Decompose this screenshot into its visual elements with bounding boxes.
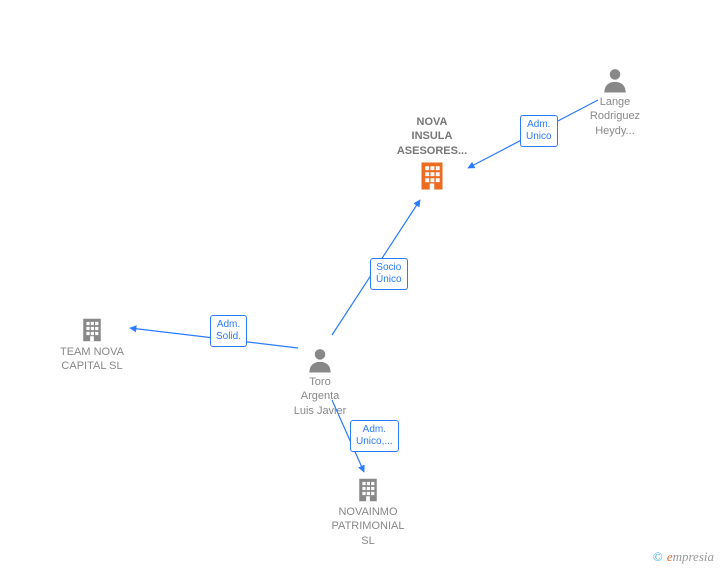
node-label: Toro Argenta Luis Javier	[270, 375, 370, 418]
edge-label: Adm. Unico,...	[350, 420, 399, 452]
edge-label: Adm. Solid.	[210, 315, 247, 347]
copyright-symbol: ©	[653, 549, 663, 564]
edge-label: Socio Único	[370, 258, 408, 290]
edge-label: Adm. Unico	[520, 115, 558, 147]
watermark-rest: mpresia	[673, 549, 714, 564]
company-icon	[382, 158, 482, 194]
company-icon	[318, 475, 418, 505]
node-team_nova[interactable]: TEAM NOVA CAPITAL SL	[42, 315, 142, 374]
person-icon	[565, 65, 665, 95]
company-icon	[42, 315, 142, 345]
node-label: NOVA INSULA ASESORES...	[382, 115, 482, 158]
node-toro[interactable]: Toro Argenta Luis Javier	[270, 345, 370, 418]
node-label: Lange Rodriguez Heydy...	[565, 95, 665, 138]
node-label: TEAM NOVA CAPITAL SL	[42, 345, 142, 374]
node-novainmo[interactable]: NOVAINMO PATRIMONIAL SL	[318, 475, 418, 548]
diagram-canvas: Lange Rodriguez Heydy... NOVA INSULA ASES…	[0, 0, 728, 575]
node-lange[interactable]: Lange Rodriguez Heydy...	[565, 65, 665, 138]
node-label: NOVAINMO PATRIMONIAL SL	[318, 505, 418, 548]
watermark: ©empresia	[653, 549, 714, 565]
node-nova_insula[interactable]: NOVA INSULA ASESORES...	[382, 115, 482, 194]
person-icon	[270, 345, 370, 375]
